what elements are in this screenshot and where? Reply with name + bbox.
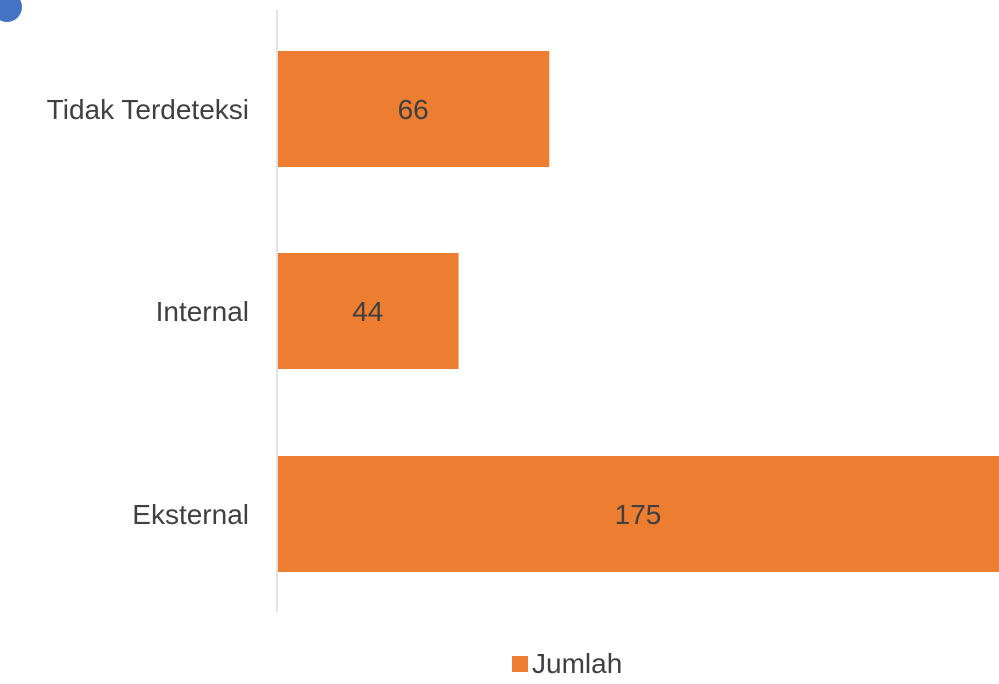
- legend-label-jumlah: Jumlah: [532, 648, 623, 679]
- category-label-eksternal: Eksternal: [132, 499, 249, 530]
- data-label-internal: 44: [352, 296, 383, 327]
- category-label-tidak-terdeteksi: Tidak Terdeteksi: [47, 94, 249, 125]
- bar-eksternal[interactable]: [278, 456, 999, 572]
- legend: Jumlah: [512, 650, 622, 678]
- legend-swatch-jumlah: [512, 656, 528, 672]
- data-label-tidak-terdeteksi: 66: [398, 94, 429, 125]
- category-label-internal: Internal: [156, 296, 249, 327]
- selection-handle-icon[interactable]: [0, 0, 22, 22]
- bar-internal[interactable]: [278, 253, 459, 369]
- bar-tidak-terdeteksi[interactable]: [278, 51, 550, 167]
- data-label-eksternal: 175: [615, 499, 662, 530]
